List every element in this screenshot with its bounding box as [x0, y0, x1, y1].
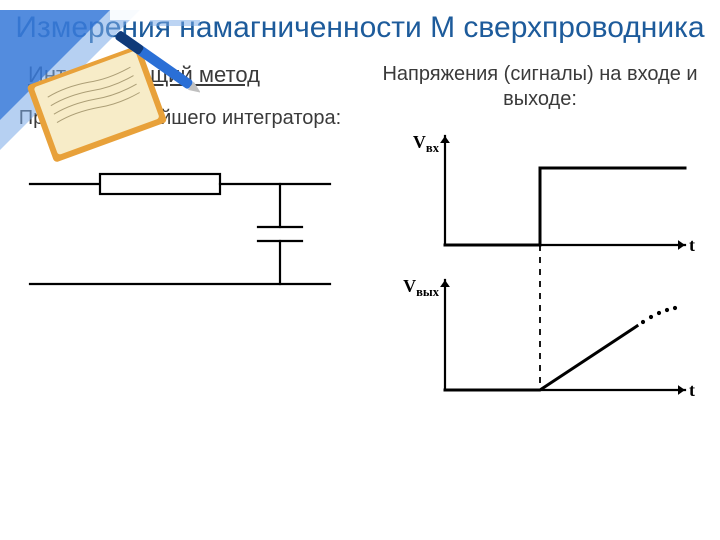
- page-title: Измерения намагниченности M сверхпроводн…: [0, 10, 720, 46]
- left-subheading: Пример простейшего интегратора:: [0, 106, 360, 131]
- right-heading: Напряжения (сигналы) на входе и выходе:: [360, 62, 720, 112]
- svg-text:Vвх: Vвх: [413, 132, 440, 155]
- left-heading: Интегрирующий метод: [28, 62, 360, 88]
- left-column: Интегрирующий метод Пример простейшего и…: [0, 58, 360, 410]
- content-row: Интегрирующий метод Пример простейшего и…: [0, 58, 720, 410]
- svg-text:t: t: [689, 235, 695, 255]
- right-column: Напряжения (сигналы) на входе и выходе: …: [360, 58, 720, 410]
- svg-text:t: t: [689, 380, 695, 400]
- svg-text:Vвых: Vвых: [403, 276, 440, 299]
- io-voltage-graphs: Vвх Vвых t t: [385, 130, 695, 410]
- integrator-circuit: [20, 149, 340, 299]
